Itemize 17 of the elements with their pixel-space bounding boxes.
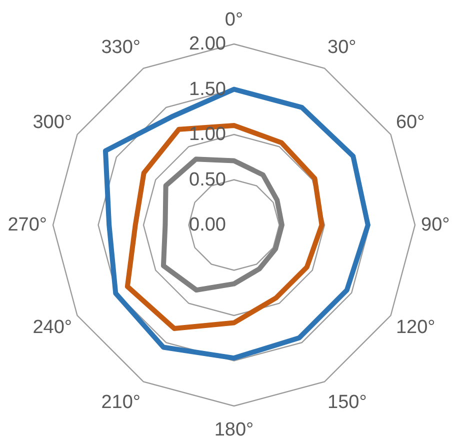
spoke-label: 30° — [328, 36, 356, 58]
spoke-label: 210° — [101, 392, 140, 414]
spoke-label: 120° — [396, 317, 436, 338]
spoke-label: 90° — [421, 214, 450, 236]
spoke-label: 150° — [328, 392, 367, 414]
spoke-label: 60° — [396, 112, 425, 133]
spoke-label: 330° — [101, 36, 140, 58]
spoke-label: 0° — [224, 10, 244, 30]
spoke-label: 300° — [32, 112, 72, 133]
spoke-label: 180° — [214, 420, 254, 440]
y-tick-label: 0.00 — [189, 214, 226, 236]
spoke-label: 240° — [32, 317, 72, 338]
y-tick-label: 1.00 — [189, 124, 226, 145]
y-tick-label: 1.50 — [189, 78, 226, 100]
y-tick-label: 2.00 — [189, 34, 226, 54]
spoke-label: 270° — [8, 214, 47, 236]
y-tick-label: 0.50 — [189, 169, 226, 190]
